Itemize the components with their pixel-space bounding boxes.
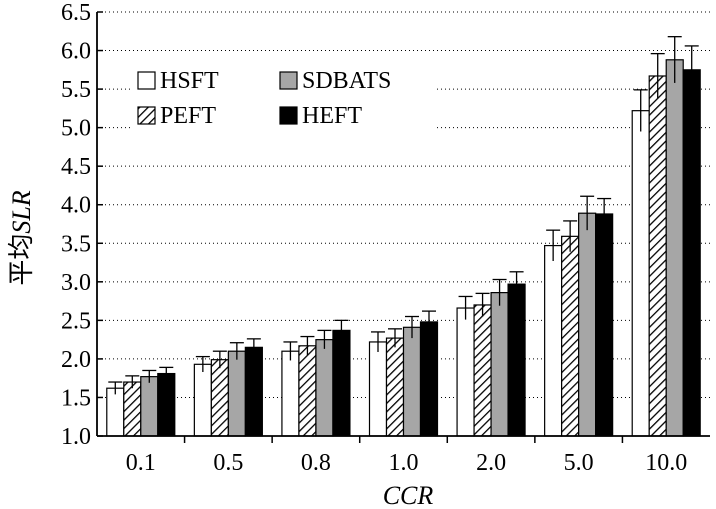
legend-label-sdbats: SDBATS bbox=[302, 68, 391, 94]
bar-sdbats bbox=[227, 350, 246, 437]
bar-sdbats bbox=[665, 59, 684, 437]
bar-peft bbox=[123, 381, 142, 437]
bar-peft bbox=[385, 337, 405, 437]
bar-heft bbox=[595, 213, 614, 437]
x-tick-label: 0.1 bbox=[126, 450, 156, 476]
bar-peft bbox=[561, 235, 580, 437]
y-axis-title-prefix: 平均 bbox=[7, 234, 36, 286]
bar-peft bbox=[648, 75, 667, 437]
y-tick-label: 1.0 bbox=[61, 424, 91, 450]
legend-swatch-heft bbox=[279, 106, 298, 125]
bar-heft bbox=[507, 283, 526, 437]
bar-heft bbox=[682, 69, 701, 437]
bar-sdbats bbox=[315, 339, 334, 437]
bar-sdbats bbox=[402, 326, 422, 437]
y-tick-label: 1.5 bbox=[61, 385, 91, 411]
y-tick-label: 6.0 bbox=[61, 39, 91, 65]
y-tick-label: 6.5 bbox=[61, 0, 91, 26]
legend: HSFT SDBATS PEFT HEFT bbox=[130, 60, 436, 134]
x-tick-label: 1.0 bbox=[389, 450, 419, 476]
legend-swatch-peft bbox=[137, 106, 156, 125]
bar-heft bbox=[332, 329, 351, 437]
y-tick-label: 5.5 bbox=[61, 77, 91, 103]
bar-sdbats bbox=[140, 376, 159, 437]
bar-peft bbox=[298, 345, 317, 437]
bar-peft bbox=[473, 304, 492, 437]
bar-hsft bbox=[106, 387, 125, 437]
axes bbox=[96, 11, 710, 443]
y-tick-label: 5.0 bbox=[61, 116, 91, 142]
bar-hsft bbox=[456, 307, 475, 437]
x-tick-label: 0.8 bbox=[301, 450, 331, 476]
bar-heft bbox=[419, 321, 439, 437]
x-tick-label: 0.5 bbox=[213, 450, 243, 476]
legend-swatch-hsft bbox=[137, 71, 156, 90]
y-tick-label: 3.0 bbox=[61, 270, 91, 296]
bar-hsft bbox=[544, 244, 563, 437]
bar-sdbats bbox=[490, 292, 509, 437]
bar-hsft bbox=[281, 350, 300, 437]
y-tick-label: 4.0 bbox=[61, 193, 91, 219]
x-tick-label: 5.0 bbox=[564, 450, 594, 476]
bar-heft bbox=[244, 346, 263, 437]
y-axis-title: 平均SLR bbox=[7, 190, 36, 285]
legend-label-hsft: HSFT bbox=[160, 68, 219, 94]
tick-labels: 1.0 1.5 2.0 2.5 3.0 3.5 4.0 4.5 5.0 5.5 6.0 6.5 0.1 0… bbox=[61, 0, 687, 476]
bar-hsft bbox=[631, 110, 650, 437]
x-tick-label: 2.0 bbox=[476, 450, 506, 476]
bar-hsft bbox=[193, 363, 212, 437]
x-axis-title: CCR bbox=[383, 481, 434, 509]
y-axis-title-suffix: SLR bbox=[7, 190, 36, 233]
y-tick-label: 2.5 bbox=[61, 308, 91, 334]
svg-text:平均SLR: 平均SLR bbox=[7, 190, 36, 285]
bar-peft bbox=[210, 359, 229, 437]
legend-swatch-sdbats bbox=[279, 71, 298, 90]
bar-heft bbox=[157, 372, 176, 437]
legend-label-heft: HEFT bbox=[302, 103, 362, 129]
x-tick-label: 10.0 bbox=[645, 450, 687, 476]
y-tick-label: 4.5 bbox=[61, 154, 91, 180]
y-tick-label: 3.5 bbox=[61, 231, 91, 257]
y-tick-label: 2.0 bbox=[61, 347, 91, 373]
bar-hsft bbox=[368, 341, 388, 437]
legend-label-peft: PEFT bbox=[160, 103, 216, 129]
bar-sdbats bbox=[578, 212, 597, 437]
